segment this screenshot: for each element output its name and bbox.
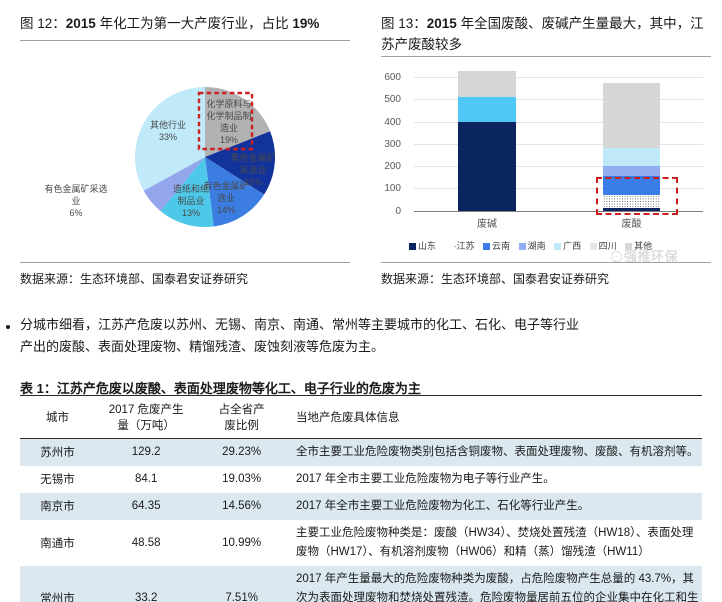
svg-text:6%: 6% — [69, 208, 82, 218]
svg-text:黑色金属矿: 黑色金属矿 — [230, 152, 275, 163]
svg-text:选业: 选业 — [217, 192, 235, 203]
svg-text:制品业: 制品业 — [177, 195, 204, 206]
svg-text:业: 业 — [71, 196, 80, 206]
svg-text:有色金属矿: 有色金属矿 — [203, 180, 248, 191]
svg-text:14%: 14% — [217, 205, 235, 215]
svg-text:33%: 33% — [159, 132, 177, 142]
svg-text:采选业: 采选业 — [239, 164, 266, 175]
svg-text:19%: 19% — [220, 135, 238, 145]
svg-text:有色金属矿采选: 有色金属矿采选 — [44, 183, 107, 194]
svg-text:13%: 13% — [182, 208, 200, 218]
svg-text:化学原料与: 化学原料与 — [206, 98, 251, 109]
svg-text:造业: 造业 — [220, 122, 238, 133]
svg-text:化学制品制: 化学制品制 — [206, 110, 251, 121]
svg-text:其他行业: 其他行业 — [150, 119, 186, 130]
svg-text:造纸和纸: 造纸和纸 — [173, 183, 209, 194]
